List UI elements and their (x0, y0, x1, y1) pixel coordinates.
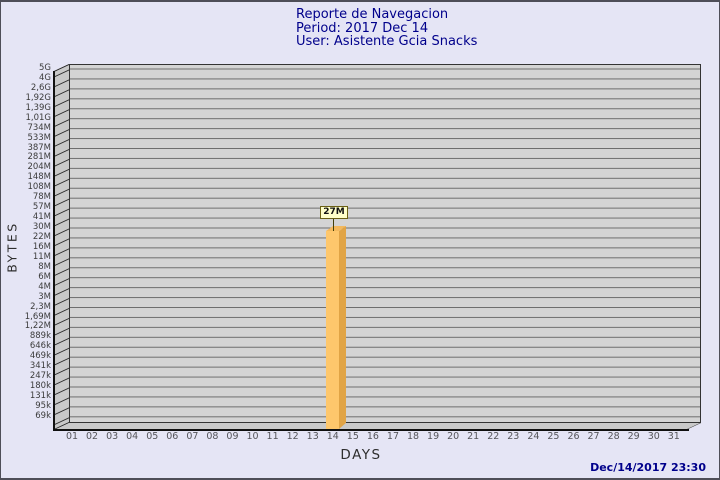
chart-3d-side-wall (54, 64, 69, 431)
y-tick-label: 16M (32, 241, 51, 252)
y-tick-label: 247k (29, 371, 51, 382)
x-tick-label: 12 (286, 431, 299, 442)
y-tick-label: 180k (29, 381, 51, 392)
x-tick-label: 14 (326, 431, 339, 442)
x-tick-label: 31 (667, 431, 680, 442)
x-tick-label: 02 (86, 431, 99, 442)
x-axis-title: DAYS (340, 447, 382, 463)
x-tick-label: 19 (427, 431, 440, 442)
y-tick-label: 30M (32, 222, 51, 233)
bar-day14-top (326, 226, 346, 231)
y-tick-label: 2,3M (30, 301, 51, 312)
x-tick-label: 09 (226, 431, 239, 442)
y-tick-label: 41M (32, 212, 51, 223)
generated-timestamp: Dec/14/2017 23:30 (590, 461, 706, 474)
x-tick-label: 01 (65, 431, 79, 442)
y-tick-label: 6M (38, 271, 51, 282)
x-tick-label: 30 (647, 431, 660, 442)
x-tick-label: 16 (366, 431, 379, 442)
x-tick-label: 04 (126, 431, 139, 442)
y-tick-label: 341k (29, 361, 51, 372)
x-tick-label: 10 (246, 431, 259, 442)
y-axis-line (52, 71, 55, 431)
y-tick-label: 646k (29, 341, 51, 352)
x-tick-label: 21 (467, 431, 480, 442)
y-tick-label: 533M (27, 132, 51, 143)
x-tick-label: 05 (146, 431, 159, 442)
y-tick-label: 4M (38, 281, 51, 292)
y-tick-label: 78M (32, 192, 51, 203)
report-header: Reporte de Navegacion Period: 2017 Dec 1… (296, 8, 477, 49)
x-tick-label: 15 (346, 431, 359, 442)
x-tick-label: 03 (106, 431, 119, 442)
y-tick-label: 108M (27, 182, 51, 193)
y-tick-label: 22M (32, 231, 51, 242)
y-tick-label: 1,92G (25, 92, 51, 103)
y-tick-label: 4G (39, 72, 51, 83)
x-tick-label: 28 (607, 431, 620, 442)
y-tick-label: 2,6G (30, 82, 51, 93)
report-period: Period: 2017 Dec 14 (296, 20, 429, 36)
y-tick-label: 5G (39, 63, 51, 73)
x-tick-label: 18 (406, 431, 420, 442)
x-tick-label: 20 (447, 431, 460, 442)
report-title: Reporte de Navegacion (296, 7, 449, 22)
x-tick-label: 11 (266, 431, 279, 442)
bar-day14 (326, 231, 339, 429)
x-tick-label: 24 (527, 431, 540, 442)
y-tick-label: 1,39G (25, 102, 51, 113)
bar-value-pointer-line (333, 219, 334, 231)
x-tick-label: 13 (306, 431, 319, 442)
y-tick-label: 11M (32, 251, 51, 262)
y-tick-label: 95k (35, 400, 51, 411)
x-tick-label: 23 (507, 431, 520, 442)
x-tick-label: 29 (627, 431, 640, 442)
y-tick-label: 8M (38, 261, 51, 272)
bar-value-flag: 27M (320, 206, 348, 219)
y-tick-label: 281M (27, 152, 51, 163)
y-tick-label: 1,69M (24, 311, 51, 322)
y-tick-label: 69k (35, 410, 51, 421)
x-tick-label: 26 (567, 431, 580, 442)
y-tick-label: 387M (27, 142, 51, 153)
y-tick-label: 469k (29, 351, 51, 362)
y-tick-label: 1,01G (25, 112, 51, 123)
x-tick-label: 07 (186, 431, 199, 442)
y-tick-label: 148M (27, 172, 51, 183)
x-tick-label: 06 (166, 431, 179, 442)
y-tick-label: 734M (27, 122, 51, 133)
x-tick-label: 17 (386, 431, 399, 442)
y-tick-label: 204M (27, 162, 51, 173)
y-tick-label: 3M (38, 291, 51, 302)
y-tick-label: 1,22M (24, 321, 51, 332)
x-tick-label: 22 (487, 431, 500, 442)
y-tick-label: 889k (29, 331, 51, 342)
y-tick-label: 57M (32, 202, 51, 213)
report-user: User: Asistente Gcia Snacks (296, 34, 478, 49)
x-tick-label: 27 (587, 431, 600, 442)
bar-day14-side (339, 226, 346, 429)
x-tick-label: 08 (206, 431, 219, 442)
x-axis-line (52, 429, 689, 431)
chart-plot-area (69, 64, 701, 423)
y-tick-label: 131k (29, 391, 51, 402)
x-tick-label: 25 (547, 431, 560, 442)
